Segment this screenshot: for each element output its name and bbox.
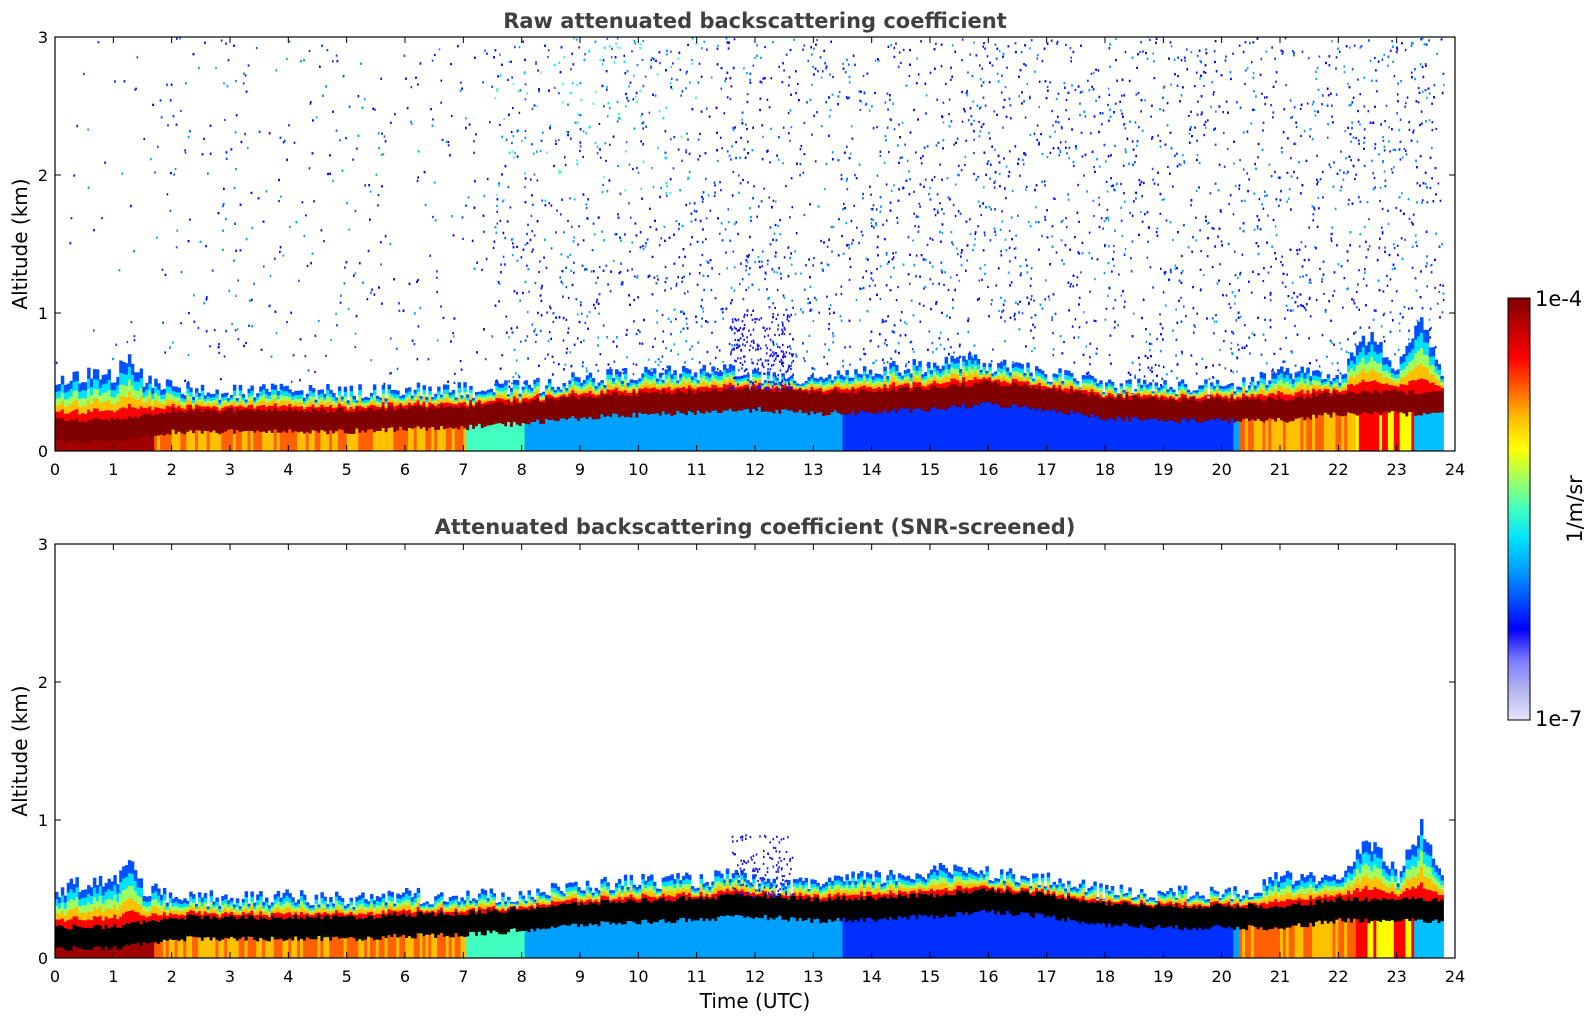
x-tick-label: 24 bbox=[1445, 460, 1465, 479]
x-tick-label: 4 bbox=[283, 967, 293, 986]
noise-speckles bbox=[55, 37, 1445, 395]
panel-raw-plot-area bbox=[55, 37, 1445, 451]
x-tick-label: 5 bbox=[342, 460, 352, 479]
plume bbox=[728, 313, 795, 391]
x-tick-label: 7 bbox=[458, 460, 468, 479]
x-tick-label: 13 bbox=[803, 967, 823, 986]
x-axis-label: Time (UTC) bbox=[699, 989, 811, 1013]
y-tick-label: 2 bbox=[38, 166, 48, 185]
colorbar-unit-label: 1/m/sr bbox=[1563, 475, 1587, 543]
y-tick-label: 1 bbox=[38, 811, 48, 830]
x-tick-label: 7 bbox=[458, 967, 468, 986]
x-tick-label: 10 bbox=[628, 967, 648, 986]
x-tick-label: 2 bbox=[167, 967, 177, 986]
x-tick-label: 0 bbox=[50, 460, 60, 479]
panel-screened-x-ticks: 0 1 2 3 4 5 6 7 8 9 10 11 12 13 14 15 16 17 18 19 20 21 22 23 24 bbox=[50, 544, 1465, 986]
x-tick-label: 13 bbox=[803, 460, 823, 479]
x-tick-label: 3 bbox=[225, 967, 235, 986]
backscatter-columns bbox=[55, 317, 1444, 451]
colorbar-min-label: 1e-7 bbox=[1535, 707, 1582, 731]
panel-raw: Raw attenuated backscattering coefficien… bbox=[8, 9, 1465, 479]
panel-raw-y-label: Altitude (km) bbox=[8, 178, 32, 309]
x-tick-label: 15 bbox=[920, 460, 940, 479]
x-tick-label: 18 bbox=[1095, 967, 1115, 986]
x-tick-label: 2 bbox=[167, 460, 177, 479]
x-tick-label: 11 bbox=[686, 967, 706, 986]
panel-screened-title: Attenuated backscattering coefficient (S… bbox=[435, 515, 1076, 539]
panel-screened-y-label: Altitude (km) bbox=[8, 685, 32, 816]
x-tick-label: 16 bbox=[978, 967, 998, 986]
x-tick-label: 12 bbox=[745, 967, 765, 986]
x-tick-label: 14 bbox=[861, 460, 881, 479]
x-tick-label: 22 bbox=[1328, 967, 1348, 986]
x-tick-label: 19 bbox=[1153, 460, 1173, 479]
panel-screened-plot-area bbox=[55, 819, 1444, 958]
x-tick-label: 23 bbox=[1386, 967, 1406, 986]
x-tick-label: 15 bbox=[920, 967, 940, 986]
x-tick-label: 4 bbox=[283, 460, 293, 479]
x-tick-label: 6 bbox=[400, 967, 410, 986]
y-tick-label: 3 bbox=[38, 535, 48, 554]
x-tick-label: 21 bbox=[1270, 460, 1290, 479]
plume bbox=[731, 834, 794, 898]
x-tick-label: 3 bbox=[225, 460, 235, 479]
x-tick-label: 19 bbox=[1153, 967, 1173, 986]
x-tick-label: 5 bbox=[342, 967, 352, 986]
x-tick-label: 23 bbox=[1386, 460, 1406, 479]
x-tick-label: 8 bbox=[517, 967, 527, 986]
colorbar-max-label: 1e-4 bbox=[1535, 287, 1582, 311]
colorbar: 1e-4 1e-7 1/m/sr bbox=[1507, 287, 1587, 731]
x-tick-label: 24 bbox=[1445, 967, 1465, 986]
x-tick-label: 8 bbox=[517, 460, 527, 479]
panel-raw-x-ticks: 0 1 2 3 4 5 6 7 8 9 10 11 12 13 14 15 16 17 18 19 20 21 22 23 24 bbox=[50, 37, 1465, 479]
y-tick-label: 1 bbox=[38, 304, 48, 323]
panel-raw-title: Raw attenuated backscattering coefficien… bbox=[503, 9, 1007, 33]
x-tick-label: 9 bbox=[575, 967, 585, 986]
x-tick-label: 20 bbox=[1211, 967, 1231, 986]
x-tick-label: 1 bbox=[108, 967, 118, 986]
x-tick-label: 17 bbox=[1036, 460, 1056, 479]
x-tick-label: 22 bbox=[1328, 460, 1348, 479]
colorbar-gradient bbox=[1507, 297, 1531, 721]
x-tick-label: 17 bbox=[1036, 967, 1056, 986]
y-tick-label: 3 bbox=[38, 28, 48, 47]
x-tick-label: 21 bbox=[1270, 967, 1290, 986]
y-tick-label: 2 bbox=[38, 673, 48, 692]
x-tick-label: 10 bbox=[628, 460, 648, 479]
x-tick-label: 14 bbox=[861, 967, 881, 986]
panel-screened-y-ticks: 0 1 2 3 bbox=[38, 535, 1455, 968]
x-tick-label: 20 bbox=[1211, 460, 1231, 479]
x-tick-label: 12 bbox=[745, 460, 765, 479]
backscatter-columns bbox=[55, 819, 1444, 958]
panel-raw-y-ticks: 0 1 2 3 bbox=[38, 28, 1455, 461]
x-tick-label: 11 bbox=[686, 460, 706, 479]
y-tick-label: 0 bbox=[38, 949, 48, 968]
x-tick-label: 16 bbox=[978, 460, 998, 479]
x-tick-label: 1 bbox=[108, 460, 118, 479]
x-tick-label: 18 bbox=[1095, 460, 1115, 479]
panel-screened: Attenuated backscattering coefficient (S… bbox=[8, 515, 1465, 1013]
x-tick-label: 0 bbox=[50, 967, 60, 986]
y-tick-label: 0 bbox=[38, 442, 48, 461]
x-tick-label: 9 bbox=[575, 460, 585, 479]
x-tick-label: 6 bbox=[400, 460, 410, 479]
